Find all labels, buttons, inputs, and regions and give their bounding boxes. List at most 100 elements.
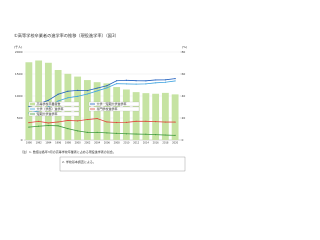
- point: [164, 134, 166, 136]
- point: [106, 121, 108, 123]
- point: [86, 118, 88, 121]
- x-tick-label: 1998: [65, 142, 72, 145]
- point: [47, 99, 49, 101]
- point: [47, 124, 49, 127]
- point: [155, 134, 157, 136]
- point: [77, 130, 79, 132]
- point: [145, 133, 147, 135]
- line: [28, 78, 176, 107]
- point: [135, 80, 137, 82]
- point: [96, 117, 98, 120]
- point: [77, 89, 79, 91]
- y2-tick-label: 20: [182, 116, 186, 120]
- point: [145, 120, 147, 122]
- point: [57, 121, 59, 123]
- x-tick-label: 2020: [172, 142, 179, 145]
- x-tick-label: 2016: [153, 142, 160, 145]
- point: [145, 80, 147, 82]
- legend-swatch: [30, 102, 35, 106]
- x-tick-label: 1994: [45, 142, 52, 145]
- y-tick-label: 2000: [15, 50, 23, 54]
- point: [116, 83, 118, 85]
- x-tick-label: 2006: [104, 142, 111, 145]
- bar: [113, 87, 121, 140]
- point: [174, 134, 176, 136]
- bar: [161, 92, 169, 140]
- point: [164, 121, 166, 123]
- point: [125, 83, 127, 85]
- point: [77, 120, 79, 122]
- point: [86, 131, 88, 134]
- x-tick-label: 2002: [84, 142, 91, 145]
- point: [125, 121, 127, 123]
- point: [155, 121, 157, 123]
- line: [28, 125, 176, 136]
- legend-box: [88, 106, 140, 112]
- point: [174, 78, 176, 80]
- x-tick-label: 1996: [55, 142, 62, 145]
- point: [86, 90, 88, 92]
- point: [28, 122, 30, 124]
- bar: [25, 62, 33, 140]
- bar: [171, 94, 179, 140]
- bar: [35, 60, 43, 140]
- point: [125, 133, 127, 135]
- point: [135, 133, 137, 135]
- legend-label: 短期大学進学率: [37, 111, 58, 116]
- point: [67, 97, 69, 99]
- chart-title: ①高等学校卒業者の進学率の推移（現役進学率）（図3）: [14, 32, 119, 39]
- point: [125, 79, 127, 81]
- note: 2. 学校基本調査による。: [62, 159, 96, 164]
- point: [38, 120, 40, 123]
- bar: [152, 93, 160, 140]
- x-tick-label: 1990: [26, 142, 33, 145]
- point: [86, 93, 88, 95]
- x-tick-label: 2008: [114, 142, 121, 145]
- point: [174, 80, 176, 82]
- point: [116, 132, 118, 134]
- chart: ①高等学校卒業者の進学率の推移（現役進学率）（図3） (千人) (%) （注）1…: [14, 32, 187, 172]
- y-tick-label: 0: [21, 138, 23, 142]
- point: [77, 95, 79, 97]
- note: （注）1. 数値は各年3月の高等学校卒業者に占める現役進学者の割合。: [20, 149, 116, 154]
- y2-tick-label: 60: [182, 72, 186, 76]
- x-tick-label: 2018: [162, 142, 169, 145]
- point: [145, 83, 147, 85]
- point: [67, 119, 69, 122]
- point: [57, 125, 59, 127]
- bar: [122, 89, 130, 140]
- point: [106, 87, 108, 89]
- line: [28, 118, 176, 124]
- bar: [103, 83, 111, 140]
- x-tick-label: 2004: [94, 142, 101, 145]
- legend-label: 高等学校卒業者数: [37, 101, 61, 106]
- point: [155, 82, 157, 84]
- bar: [44, 62, 52, 140]
- y-axis-label: (千人): [14, 44, 22, 49]
- point: [67, 128, 69, 130]
- y-tick-label: 1500: [15, 72, 23, 76]
- point: [28, 126, 30, 128]
- bar: [83, 80, 91, 140]
- point: [135, 83, 137, 85]
- point: [96, 90, 98, 92]
- x-tick-label: 2012: [133, 142, 140, 145]
- point: [96, 87, 98, 89]
- y-tick-label: 1000: [15, 94, 23, 98]
- point: [106, 85, 108, 87]
- note-box: [59, 156, 186, 172]
- point: [164, 79, 166, 81]
- y2-tick-label: 0: [182, 138, 184, 142]
- point: [116, 121, 118, 124]
- point: [57, 100, 59, 102]
- bar: [142, 93, 150, 140]
- legend-box: [88, 101, 140, 107]
- point: [47, 122, 49, 124]
- point: [155, 79, 157, 81]
- y2-tick-label: 80: [182, 50, 186, 54]
- point: [96, 131, 98, 134]
- y2-tick-label: 40: [182, 94, 186, 98]
- x-tick-label: 2014: [143, 142, 150, 145]
- point: [106, 132, 108, 134]
- x-tick-label: 1992: [36, 142, 43, 145]
